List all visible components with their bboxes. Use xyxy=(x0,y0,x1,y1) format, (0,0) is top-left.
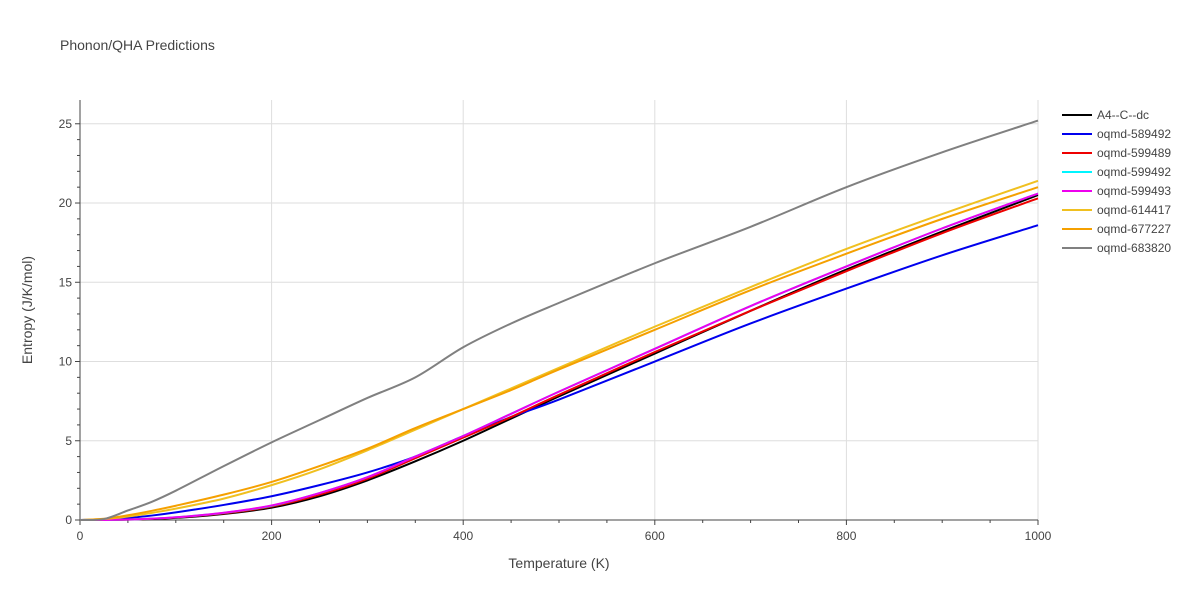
series-line-oqmd-599493 xyxy=(79,192,1039,522)
y-axis-title: Entropy (J/K/mol) xyxy=(19,256,35,364)
series-line-A4--C--dc xyxy=(79,194,1039,522)
x-tick-label: 0 xyxy=(77,529,84,543)
x-axis-title: Temperature (K) xyxy=(508,555,609,571)
legend-label: oqmd-683820 xyxy=(1097,241,1171,255)
legend-item[interactable]: oqmd-614417 xyxy=(1062,203,1171,217)
x-tick-label: 800 xyxy=(836,529,856,543)
legend-label: oqmd-589492 xyxy=(1097,127,1171,141)
y-tick-label: 25 xyxy=(59,117,73,131)
grid xyxy=(80,100,1039,520)
x-tick-label: 200 xyxy=(262,529,282,543)
legend-label: oqmd-599493 xyxy=(1097,184,1171,198)
legend-item[interactable]: oqmd-683820 xyxy=(1062,241,1171,255)
y-tick-label: 5 xyxy=(65,434,72,448)
legend-item[interactable]: oqmd-589492 xyxy=(1062,127,1171,141)
series-line-oqmd-599492 xyxy=(79,192,1039,522)
y-tick-label: 20 xyxy=(59,196,73,210)
series-line-oqmd-683820 xyxy=(79,119,1039,522)
x-tick-label: 1000 xyxy=(1025,529,1052,543)
series-line-oqmd-589492 xyxy=(79,224,1039,521)
y-tick-label: 0 xyxy=(65,513,72,527)
legend-label: oqmd-599492 xyxy=(1097,165,1171,179)
legend-item[interactable]: A4--C--dc xyxy=(1062,108,1149,122)
legend-item[interactable]: oqmd-677227 xyxy=(1062,222,1171,236)
legend-label: oqmd-599489 xyxy=(1097,146,1171,160)
legend[interactable]: A4--C--dc oqmd-589492 oqmd-599489 oqmd-5994… xyxy=(1062,108,1171,255)
x-tick-label: 400 xyxy=(453,529,473,543)
series-lines xyxy=(79,119,1039,522)
legend-item[interactable]: oqmd-599492 xyxy=(1062,165,1171,179)
series-line-oqmd-677227 xyxy=(79,186,1039,521)
legend-label: oqmd-677227 xyxy=(1097,222,1171,236)
chart-title: Phonon/QHA Predictions xyxy=(60,37,215,53)
legend-label: A4--C--dc xyxy=(1097,108,1149,122)
legend-item[interactable]: oqmd-599493 xyxy=(1062,184,1171,198)
legend-label: oqmd-614417 xyxy=(1097,203,1171,217)
series-line-oqmd-614417 xyxy=(79,179,1039,521)
axes: 0 200 400 600 800 1000 0 5 10 15 20 25 xyxy=(59,100,1052,543)
y-tick-label: 15 xyxy=(59,275,73,289)
y-tick-label: 10 xyxy=(59,355,73,369)
legend-item[interactable]: oqmd-599489 xyxy=(1062,146,1171,160)
x-tick-label: 600 xyxy=(645,529,665,543)
